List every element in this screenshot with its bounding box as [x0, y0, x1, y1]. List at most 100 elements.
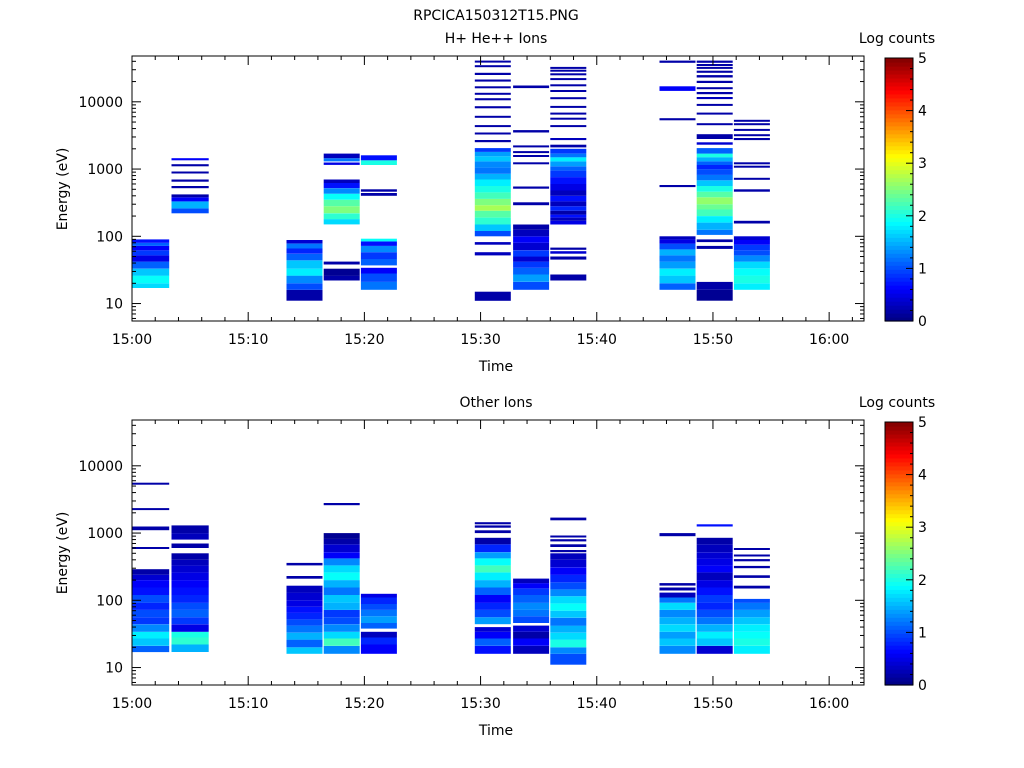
heatmap-cell	[474, 580, 511, 588]
heatmap-cell	[132, 569, 170, 575]
y-tick-label: 10	[105, 661, 123, 677]
heatmap-cell	[171, 637, 209, 645]
heatmap-cell	[733, 645, 770, 654]
heatmap-cell	[733, 236, 770, 240]
heatmap-cell	[550, 73, 587, 76]
heatmap-cell	[360, 155, 397, 161]
axis-ticks: 15:00 15:10 15:20 15:30 15:40 15:50 16:00 10 100…	[78, 56, 864, 348]
heatmap-cell	[733, 565, 770, 569]
heatmap-cell	[659, 592, 696, 598]
heatmap-cell	[550, 247, 587, 250]
heatmap-cell	[659, 631, 696, 639]
heatmap-cell	[171, 644, 209, 652]
y-axis-label: Energy (eV)	[55, 148, 71, 231]
colorbar-step	[885, 181, 913, 187]
heatmap-cell	[733, 275, 770, 284]
x-tick-label: 16:00	[809, 332, 849, 348]
heatmap-cell	[696, 103, 733, 106]
heatmap-cell	[171, 602, 209, 610]
heatmap-cell	[474, 179, 511, 186]
heatmap-cell	[360, 273, 397, 282]
heatmap-cell	[696, 572, 733, 581]
heatmap-cell	[513, 616, 550, 623]
heatmap-cell	[550, 90, 587, 92]
colorbar-tick-label: 3	[918, 520, 927, 536]
heatmap-cell	[360, 281, 397, 290]
heatmap-cell	[474, 627, 511, 632]
heatmap-cell	[323, 193, 360, 200]
heatmap-cell	[286, 585, 323, 593]
heatmap-cell	[696, 64, 733, 66]
heatmap-cell	[550, 653, 587, 665]
heatmap-cell	[696, 544, 733, 553]
heatmap-cell	[132, 587, 170, 595]
heatmap-cell	[474, 205, 511, 211]
heatmap-cell	[286, 639, 323, 648]
heatmap-cell	[659, 283, 696, 290]
page-title: RPCICA150312T15.PNG	[413, 8, 578, 24]
heatmap-cell	[696, 92, 733, 95]
heatmap-cell	[513, 578, 550, 584]
heatmap-cell	[474, 106, 511, 109]
heatmap-cell	[323, 199, 360, 207]
heatmap-cell	[474, 217, 511, 225]
colorbar-step	[885, 473, 913, 479]
heatmap-cell	[659, 185, 696, 188]
colorbar-step	[885, 153, 913, 159]
heatmap-cell	[171, 587, 209, 595]
heatmap-cell	[659, 249, 696, 256]
heatmap-cell	[733, 162, 770, 165]
colorbar-step	[885, 681, 913, 686]
heatmap-cell	[286, 625, 323, 633]
colorbar-step	[885, 501, 913, 507]
colorbar-step	[885, 141, 913, 147]
heatmap-cell	[171, 572, 209, 581]
colorbar-step	[885, 205, 913, 211]
heatmap-cell	[733, 123, 770, 126]
heatmap-cell	[171, 179, 209, 182]
colorbar-step	[885, 249, 913, 254]
colorbar-step	[885, 497, 913, 503]
heatmap-cell	[550, 117, 587, 120]
heatmap-cell	[323, 580, 360, 588]
heatmap-cell	[733, 119, 770, 122]
colorbar-step	[885, 637, 913, 642]
heatmap-cell	[474, 587, 511, 595]
heatmap-cell	[132, 239, 170, 243]
heatmap-cell	[550, 195, 587, 202]
heatmap-cell	[323, 558, 360, 566]
heatmap-cells	[132, 60, 770, 301]
heatmap-cell	[696, 558, 733, 566]
heatmap-cell	[474, 79, 511, 82]
heatmap-cell	[696, 580, 733, 588]
heatmap-cell	[171, 580, 209, 588]
heatmap-cell	[550, 148, 587, 154]
heatmap-cell	[360, 160, 397, 165]
heatmap-cell	[474, 86, 511, 89]
heatmap-cell	[286, 612, 323, 620]
heatmap-cell	[474, 60, 511, 63]
colorbar-step	[885, 261, 913, 266]
heatmap-cell	[513, 609, 550, 617]
heatmap-cell	[733, 250, 770, 256]
plot-frame	[131, 419, 865, 686]
x-tick-label: 15:10	[228, 696, 268, 712]
heatmap-cell	[550, 97, 587, 100]
heatmap-cell	[323, 617, 360, 625]
heatmap-cell	[513, 250, 550, 257]
heatmap-cell	[733, 559, 770, 562]
colorbar-step	[885, 161, 913, 167]
heatmap-cell	[696, 87, 733, 90]
heatmap-cell	[171, 158, 209, 161]
heatmap-cell	[360, 238, 397, 242]
heatmap-cell	[286, 248, 323, 254]
colorbar-step	[885, 493, 913, 499]
heatmap-cell	[474, 132, 511, 135]
colorbar-step	[885, 597, 913, 602]
heatmap-cell	[323, 261, 360, 265]
heatmap-cell	[474, 552, 511, 559]
heatmap-cell	[733, 189, 770, 192]
colorbar-step	[885, 577, 913, 582]
heatmap-cell	[696, 174, 733, 181]
colorbar-tick-label: 5	[918, 51, 927, 67]
